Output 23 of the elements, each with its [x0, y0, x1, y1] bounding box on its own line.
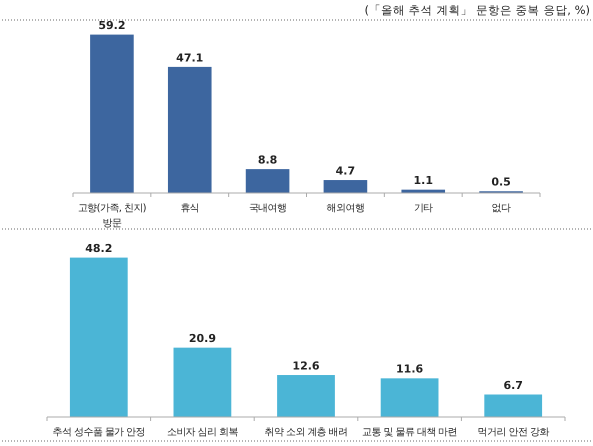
data-label: 20.9	[188, 332, 216, 346]
data-label: 6.7	[503, 378, 523, 392]
data-label: 1.1	[414, 174, 433, 188]
x-tick-label: 국내여행	[248, 203, 286, 214]
x-tick-label: 먹거리 안전 강화	[478, 427, 550, 438]
data-label: 8.8	[258, 154, 278, 167]
data-label: 47.1	[176, 51, 204, 64]
x-tick-label: 기타	[414, 203, 434, 214]
text: (「올해 추석 계획」 문항은 중복 응답, %)	[364, 3, 590, 17]
x-tick-label: 소비자 심리 회복	[166, 427, 238, 438]
data-label: 11.6	[396, 362, 424, 376]
x-tick-label: 추석 성수품 물가 안정	[52, 427, 145, 438]
data-label: 48.2	[85, 242, 112, 255]
data-label: 59.2	[98, 19, 126, 32]
x-tick-label: 고향(가족, 친지) 방문	[78, 203, 147, 229]
x-tick-label: 취약 소외 계층 배려	[264, 427, 348, 438]
data-label: 0.5	[491, 176, 511, 189]
x-tick-label: 해외여행	[326, 203, 364, 214]
data-label: 4.7	[336, 164, 356, 178]
x-tick-label: 휴식	[180, 203, 200, 214]
data-label: 12.6	[292, 359, 320, 372]
x-tick-label: 교통 및 물류 대책 마련	[362, 427, 458, 438]
x-tick-label: 없다	[492, 203, 512, 214]
